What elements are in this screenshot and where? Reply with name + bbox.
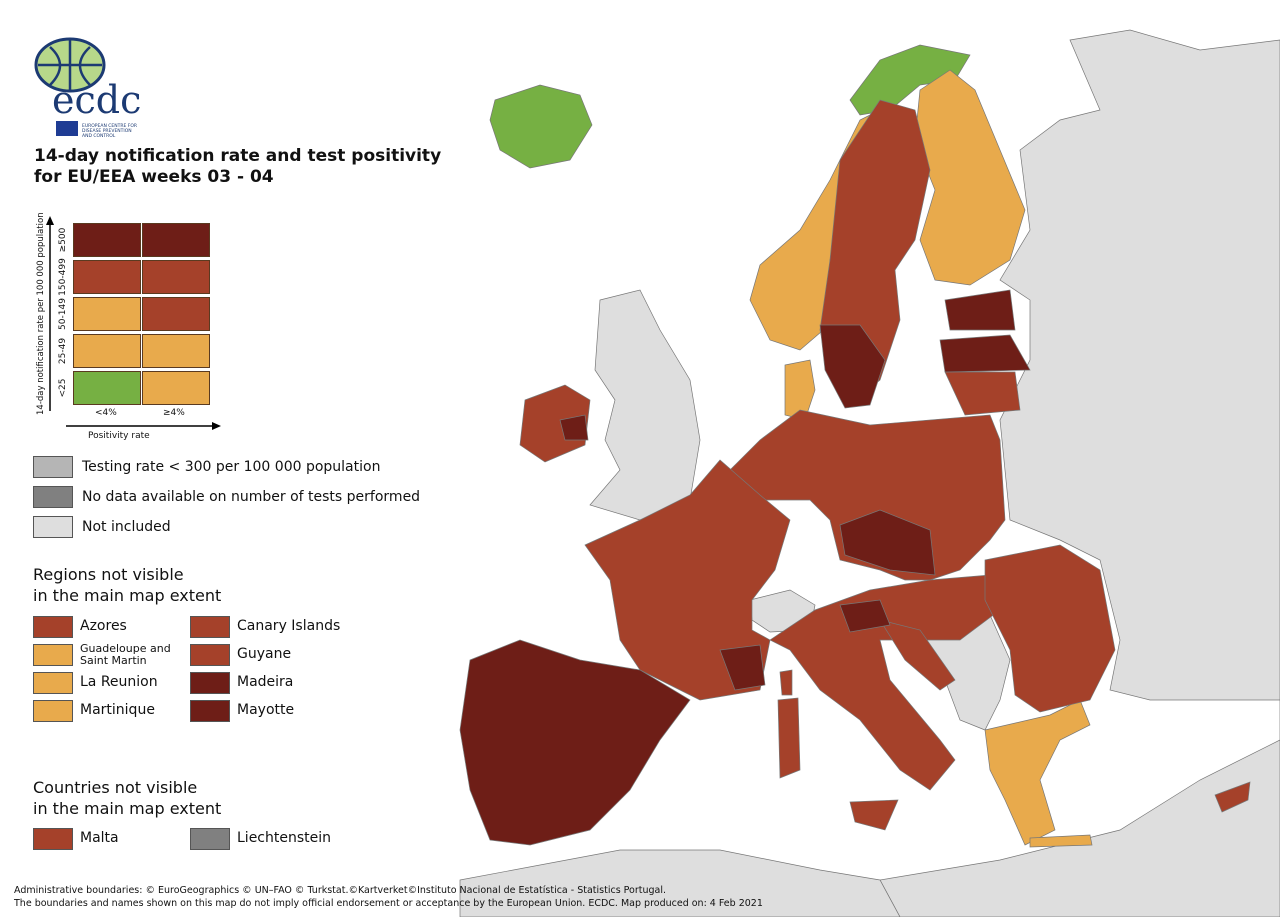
countries-heading: Countries not visible in the main map ext… [33, 778, 222, 818]
france [584, 459, 791, 701]
logo-wordmark: ecdc [52, 78, 141, 122]
italy-austria-hungary [769, 574, 1001, 791]
title-line-1: 14-day notification rate and test positi… [34, 146, 442, 166]
iceland [489, 84, 593, 169]
row-label: 150-499 [58, 258, 68, 296]
legend-item-label: Guadeloupe and Saint Martin [80, 642, 171, 667]
legend-item-label: Malta [80, 830, 119, 846]
southeast-france [719, 644, 766, 691]
row-label: 25-49 [58, 337, 68, 365]
ireland [519, 384, 591, 463]
legend-swatch [190, 616, 230, 638]
green-regions [489, 44, 971, 169]
legend-swatch [190, 672, 230, 694]
legend-swatch [33, 644, 73, 666]
legend-swatch [33, 616, 73, 638]
legend-not-included: Not included [82, 519, 171, 535]
legend-item-label: La Reunion [80, 674, 158, 690]
footer-attribution: Administrative boundaries: © EuroGeograp… [14, 885, 763, 909]
greece [984, 699, 1091, 846]
crete [1029, 834, 1093, 848]
matrix-cell [142, 334, 210, 368]
legend-testing-rate: Testing rate < 300 per 100 000 populatio… [82, 459, 381, 475]
corsica [779, 669, 793, 696]
row-label: ≥500 [58, 227, 68, 253]
northern-ireland [559, 414, 589, 441]
axis-arrows [46, 216, 221, 430]
legend-swatch [190, 644, 230, 666]
latvia [939, 334, 1031, 373]
slovenia [839, 599, 891, 633]
ecdc-logo: ecdc EUROPEAN CENTRE FOR DISEASE PREVENT… [34, 37, 141, 139]
czechia [839, 509, 936, 576]
legend-item-label: Madeira [237, 674, 294, 690]
iberia [459, 639, 691, 846]
matrix-cell [73, 260, 141, 294]
svg-text:EUROPEAN CENTRE FOR: EUROPEAN CENTRE FOR [82, 123, 137, 129]
romania-bulgaria [984, 544, 1116, 713]
denmark [784, 359, 816, 421]
legend-item-label: Martinique [80, 702, 155, 718]
svg-text:AND CONTROL: AND CONTROL [82, 133, 116, 139]
matrix-cell [142, 371, 210, 405]
x-axis-label: Positivity rate [88, 431, 150, 441]
map-title: 14-day notification rate and test positi… [34, 146, 441, 188]
legend-item-label: Canary Islands [237, 618, 341, 634]
legend-item-label: Liechtenstein [237, 830, 332, 846]
title-line-2: for EU/EEA weeks 03 - 04 [34, 167, 274, 187]
lithuania [944, 371, 1021, 416]
legend-no-data: No data available on number of tests per… [82, 489, 421, 505]
legend-item-label: Guyane [237, 646, 292, 662]
legend-swatch [33, 828, 73, 850]
finland [914, 69, 1026, 286]
matrix-cell [73, 334, 141, 368]
estonia [944, 289, 1016, 331]
central-europe [729, 409, 1006, 581]
row-label: <25 [58, 378, 68, 398]
col-label-high: ≥4% [163, 408, 185, 418]
southern-sweden [819, 324, 886, 409]
sardinia [777, 697, 801, 779]
col-label-low: <4% [95, 408, 117, 418]
regions-heading: Regions not visible in the main map exten… [33, 565, 222, 605]
matrix-cell [142, 223, 210, 257]
legend-swatch [33, 700, 73, 722]
legend-item-label: Azores [80, 618, 127, 634]
legend-item-label: Mayotte [237, 702, 295, 718]
very-high-regions [459, 289, 1031, 846]
balkans-croatia [879, 619, 956, 691]
legend-swatch [33, 672, 73, 694]
matrix-cell [142, 297, 210, 331]
cyprus [1214, 781, 1251, 813]
legend-swatch [190, 828, 230, 850]
sicily [849, 799, 899, 831]
matrix-cell [73, 223, 141, 257]
not-included-land [459, 29, 1280, 917]
legend-swatch [190, 700, 230, 722]
matrix-cell [142, 260, 210, 294]
svg-text:DISEASE PREVENTION: DISEASE PREVENTION [82, 128, 132, 134]
matrix-cell [73, 297, 141, 331]
matrix-cell [73, 371, 141, 405]
row-label: 50-149 [58, 298, 68, 330]
